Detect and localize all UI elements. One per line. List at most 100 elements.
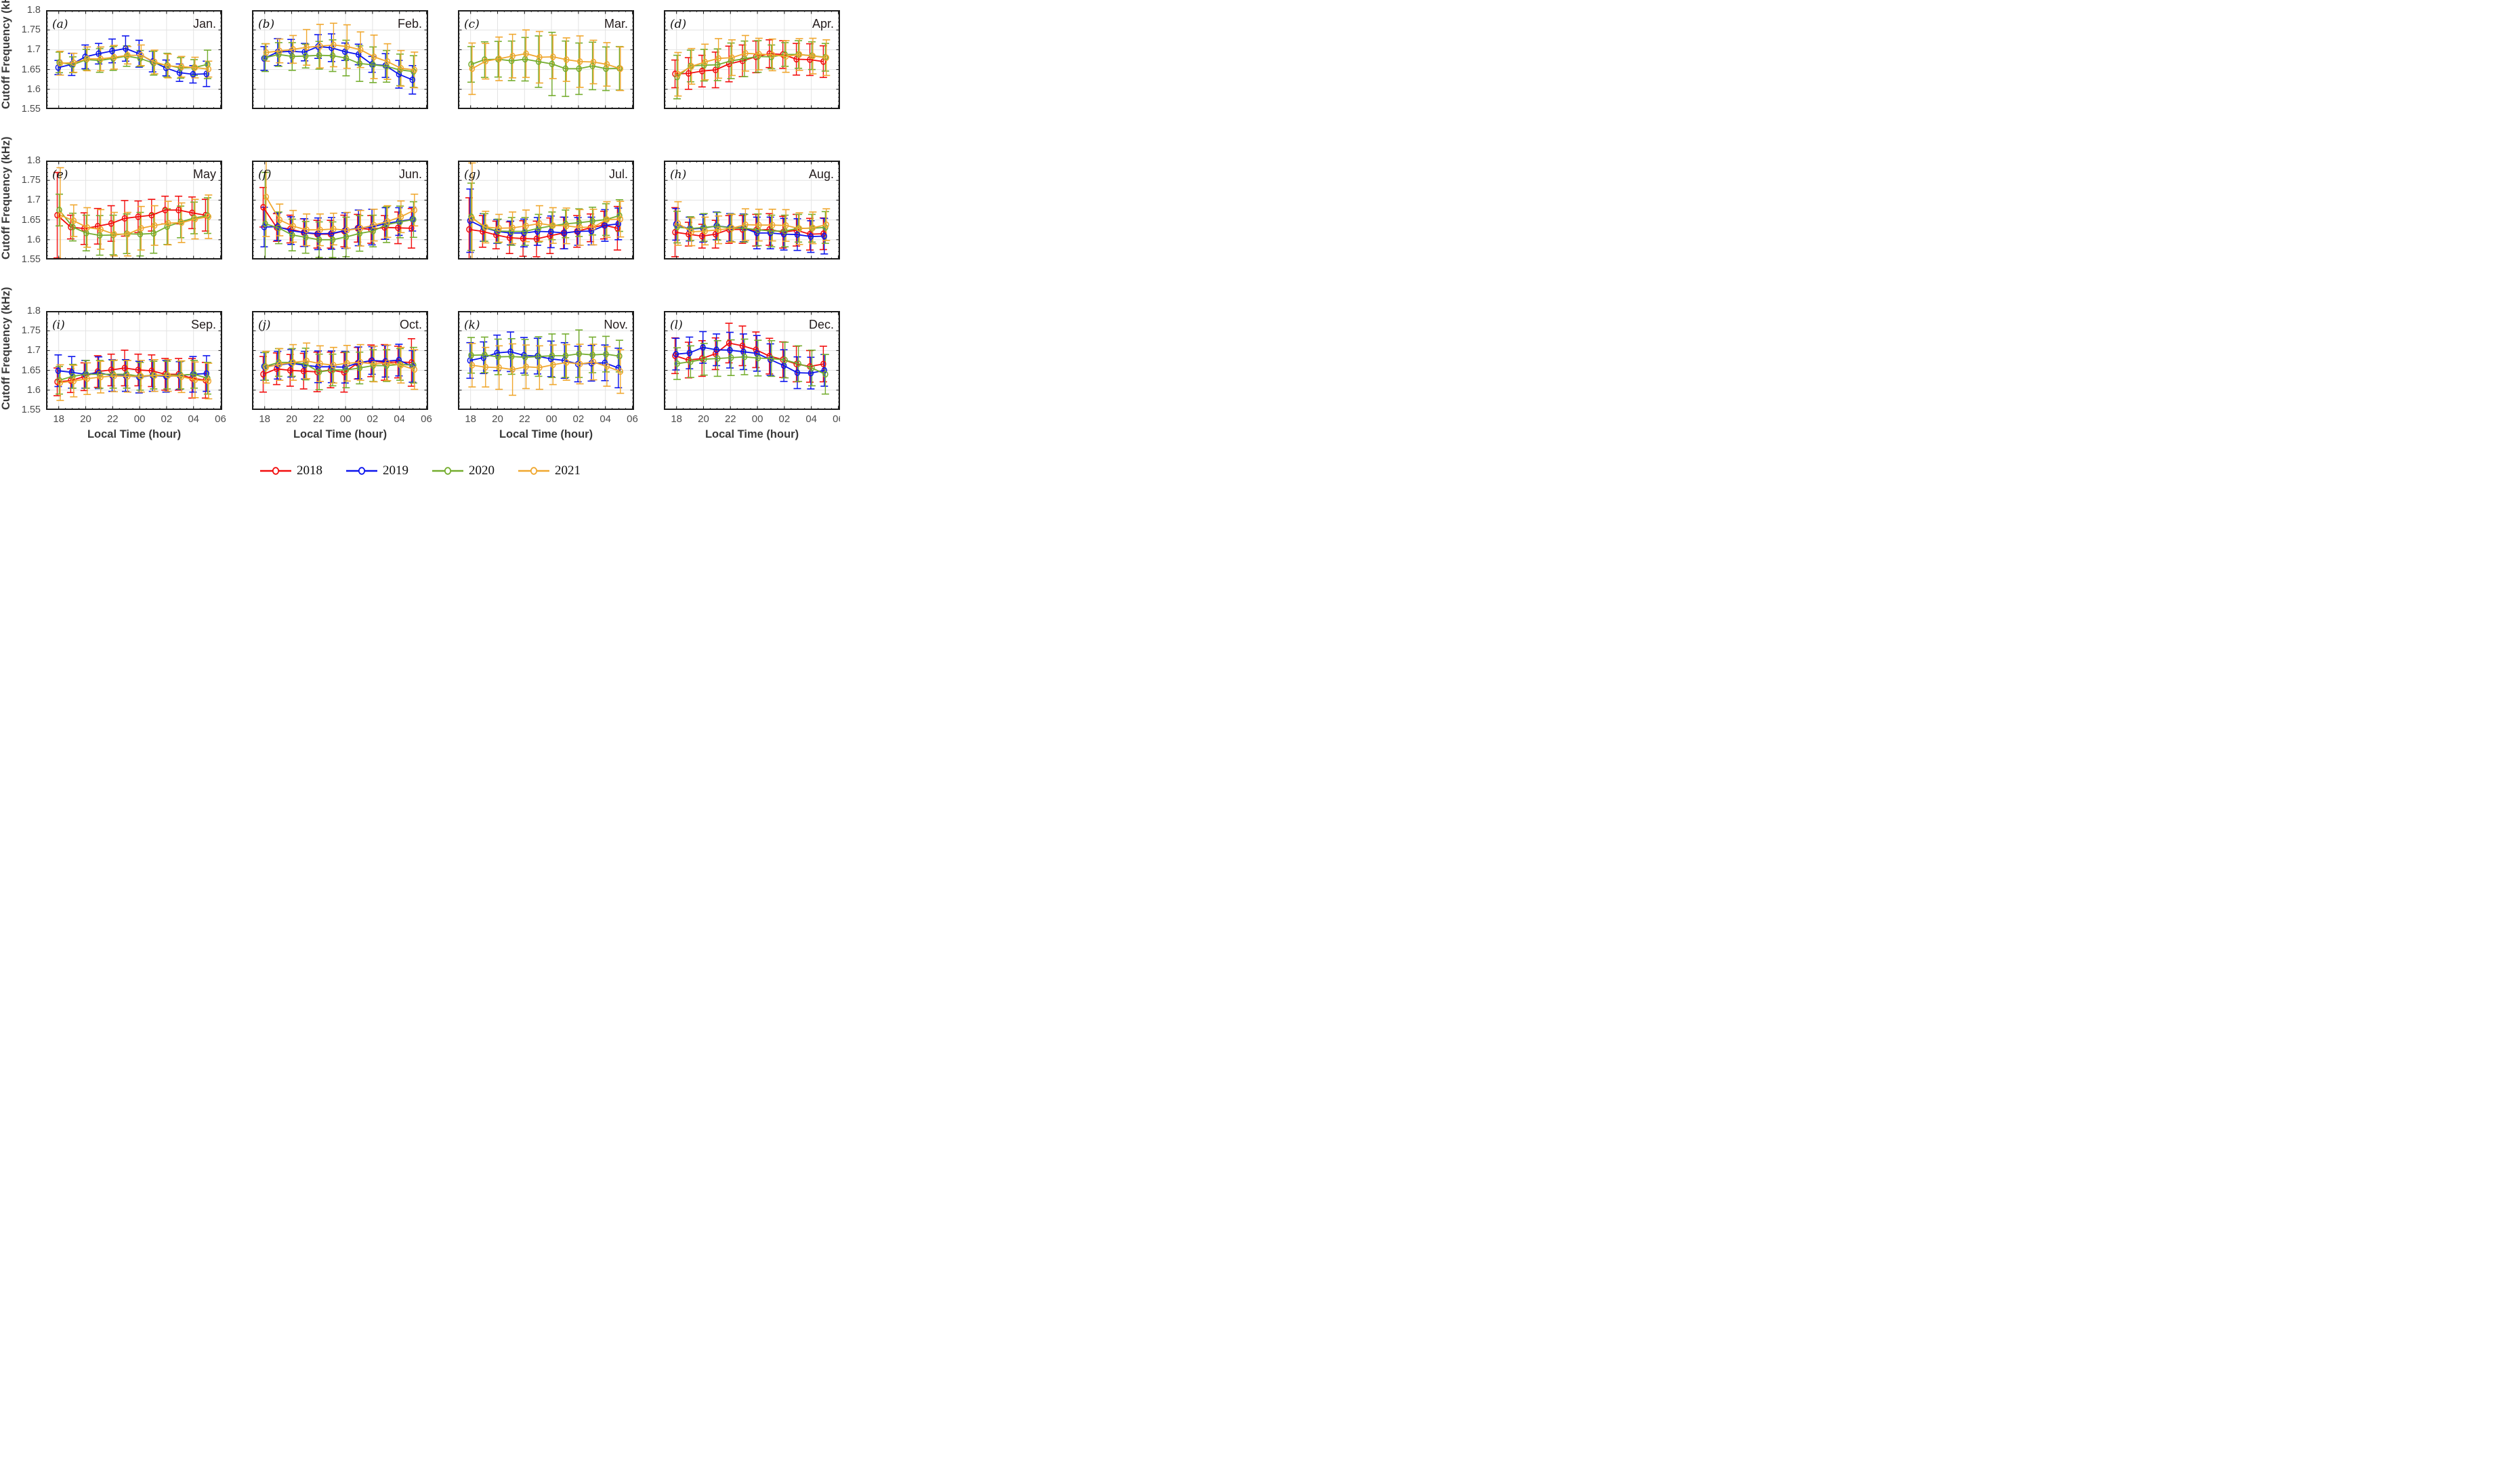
data-point-2020 <box>316 369 322 375</box>
series-line-2020 <box>471 58 620 70</box>
data-point-2019 <box>754 350 760 357</box>
y-tick-label: 1.7 <box>26 345 41 356</box>
panel-month-jun: Jun. <box>399 167 422 181</box>
data-point-2021 <box>715 226 721 234</box>
data-point-2020 <box>701 356 707 363</box>
x-tick-label: 20 <box>80 413 91 425</box>
data-point-2018 <box>699 232 705 240</box>
data-point-2021 <box>756 222 762 229</box>
data-point-2020 <box>468 352 474 359</box>
data-point-2021 <box>205 213 212 220</box>
x-tick-label: 04 <box>394 413 406 425</box>
data-point-2019 <box>727 346 733 354</box>
legend-entry-2020: 2020 <box>432 463 495 478</box>
x-tick-label: 06 <box>215 413 226 425</box>
data-point-2020 <box>674 360 680 367</box>
panel-letter-apr: (d) <box>670 18 686 31</box>
x-axis-label-col1: Local Time (hour) <box>87 428 182 440</box>
x-tick-label: 02 <box>366 413 379 425</box>
x-axis-label-col2: Local Time (hour) <box>293 428 387 440</box>
data-point-2021 <box>742 221 749 228</box>
data-point-2019 <box>409 76 416 83</box>
data-point-2021 <box>111 372 117 379</box>
data-point-2020 <box>177 64 184 72</box>
data-point-2020 <box>276 224 282 232</box>
x-tick-label: 02 <box>572 413 585 425</box>
panel-month-dec: Dec. <box>809 318 834 331</box>
data-point-2019 <box>123 45 129 52</box>
panel-sep: (i) Sep. <box>46 311 222 410</box>
data-point-2018 <box>547 232 553 239</box>
data-point-2021 <box>398 362 404 369</box>
panel-feb: (b) Feb. <box>252 10 428 109</box>
data-point-2021 <box>290 223 296 230</box>
data-point-2021 <box>344 226 350 234</box>
data-point-2020 <box>329 236 336 243</box>
data-point-2020 <box>809 365 815 371</box>
data-point-2018 <box>175 207 182 213</box>
data-point-2021 <box>317 226 323 234</box>
data-point-2021 <box>125 373 131 380</box>
data-point-2021 <box>357 225 364 232</box>
data-point-2020 <box>535 225 542 232</box>
data-point-2019 <box>807 233 814 240</box>
data-point-2018 <box>121 365 128 371</box>
y-tick-label: 1.55 <box>21 404 41 415</box>
data-point-2019 <box>700 344 706 351</box>
data-point-2021 <box>617 65 624 72</box>
data-point-2020 <box>205 61 211 68</box>
series-line-2020 <box>59 55 208 69</box>
data-point-2020 <box>603 65 609 72</box>
x-tick-label: 18 <box>465 413 477 425</box>
x-tick-label: 22 <box>518 413 530 425</box>
data-point-2020 <box>411 216 417 223</box>
data-point-2021 <box>317 43 323 49</box>
data-point-2020 <box>589 217 595 225</box>
data-point-2020 <box>562 65 569 72</box>
data-point-2020 <box>589 62 595 70</box>
data-point-2020 <box>370 362 376 369</box>
panel-letter-mar: (c) <box>464 18 480 31</box>
data-point-2021 <box>276 216 283 224</box>
data-point-2021 <box>70 377 77 385</box>
data-point-2021 <box>178 63 185 70</box>
data-point-2020 <box>674 224 680 230</box>
data-point-2021 <box>796 51 803 58</box>
data-point-2020 <box>343 367 350 373</box>
y-tick-label: 1.65 <box>21 64 41 75</box>
data-point-2021 <box>317 360 323 367</box>
data-point-2018 <box>466 226 472 233</box>
y-tick-label: 1.6 <box>26 83 41 95</box>
panel-month-nov: Nov. <box>604 318 628 331</box>
legend-label-2021: 2021 <box>555 463 581 478</box>
data-point-2018 <box>189 209 195 216</box>
legend-marker-2020 <box>432 467 463 475</box>
data-point-2021 <box>782 53 789 60</box>
data-point-2020 <box>110 371 117 378</box>
data-point-2021 <box>344 360 350 367</box>
data-point-2020 <box>302 234 309 241</box>
legend: 2018 2019 2020 2021 <box>0 463 840 478</box>
y-tick-label: 1.55 <box>21 104 41 115</box>
panel-month-jan: Jan. <box>193 17 216 30</box>
data-point-2021 <box>411 207 418 213</box>
data-point-2021 <box>84 375 90 382</box>
data-point-2020 <box>370 61 376 68</box>
data-point-2021 <box>810 224 816 232</box>
x-tick-label: 02 <box>161 413 173 425</box>
y-tick-label: 1.6 <box>26 234 41 245</box>
panel-mar: (c) Mar. <box>458 10 634 109</box>
data-point-2020 <box>768 228 775 234</box>
data-point-2021 <box>550 54 556 60</box>
data-point-2020 <box>343 54 350 62</box>
data-point-2021 <box>702 228 708 234</box>
x-axis-label-col3: Local Time (hour) <box>499 428 593 440</box>
data-point-2018 <box>327 230 334 238</box>
y-tick-label: 1.75 <box>21 24 41 36</box>
x-tick-label: 22 <box>724 413 736 425</box>
data-point-2021 <box>576 58 583 65</box>
data-point-2020 <box>688 358 694 365</box>
data-point-2021 <box>331 41 337 49</box>
data-point-2021 <box>469 362 476 369</box>
y-tick-label: 1.65 <box>21 365 41 376</box>
